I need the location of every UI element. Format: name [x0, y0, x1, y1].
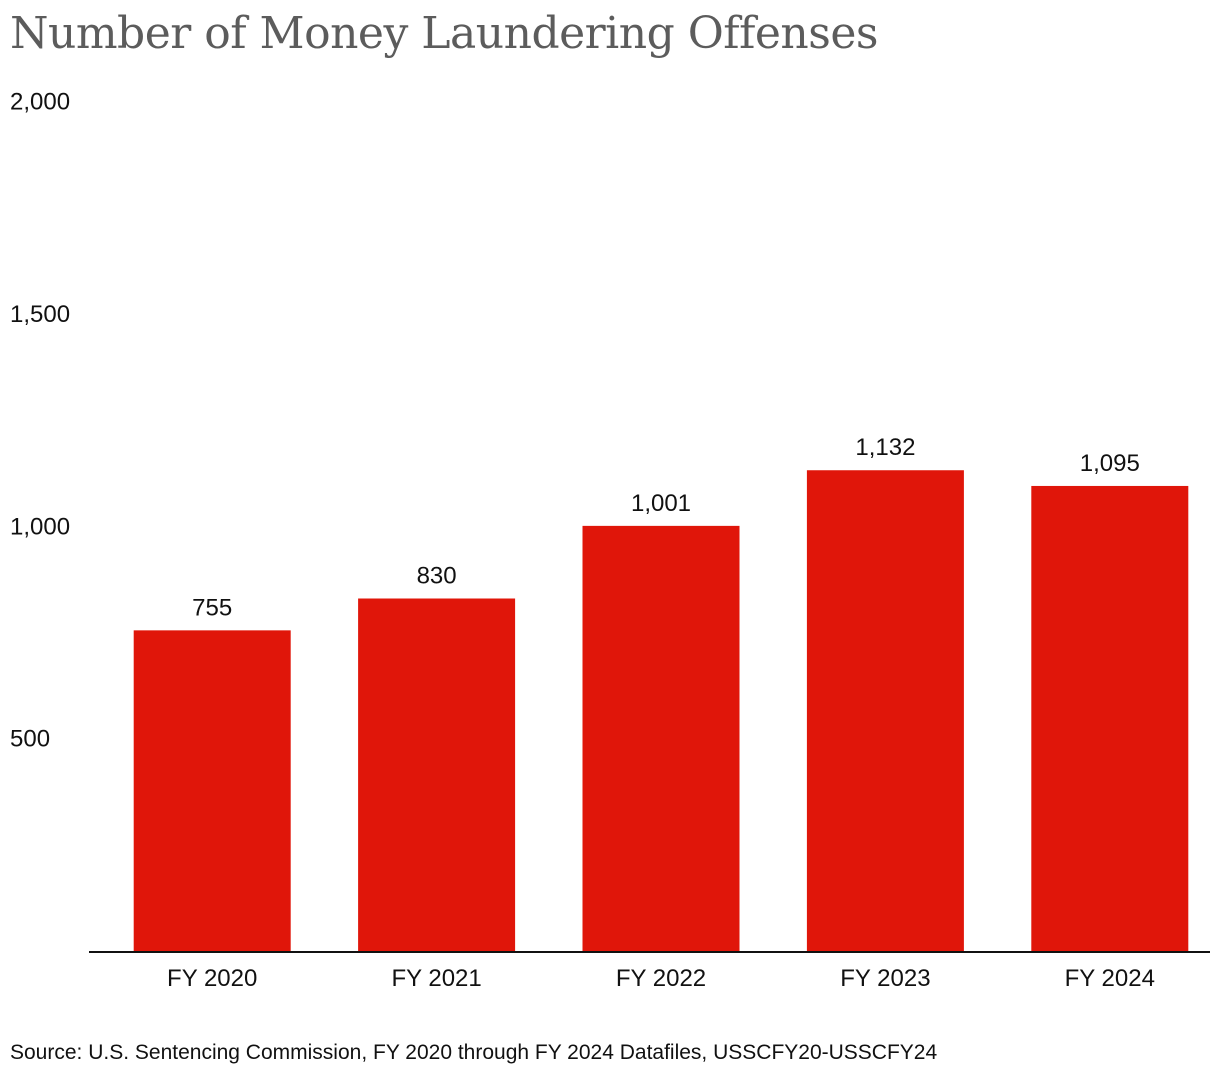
x-tick-label: FY 2021 [391, 965, 481, 992]
data-label: 830 [417, 562, 457, 589]
source-note: Source: U.S. Sentencing Commission, FY 2… [10, 1041, 938, 1064]
y-tick-label: 1,000 [10, 513, 70, 540]
bars [133, 470, 1189, 951]
x-tick-label: FY 2024 [1065, 965, 1155, 992]
bar-fy-2021 [358, 598, 516, 951]
chart-title: Number of Money Laundering Offenses [10, 8, 878, 59]
data-label: 1,001 [631, 490, 691, 517]
data-label: 755 [192, 594, 232, 621]
bar-fy-2023 [806, 470, 964, 951]
y-tick-label: 500 [10, 726, 50, 753]
bar-fy-2020 [133, 630, 291, 951]
x-axis: FY 2020 FY 2021 FY 2022 FY 2023 FY 2024 [167, 965, 1155, 992]
y-tick-label: 2,000 [10, 89, 70, 116]
data-label: 1,095 [1080, 450, 1140, 477]
y-axis: 500 1,000 1,500 2,000 [10, 89, 70, 753]
x-tick-label: FY 2022 [616, 965, 706, 992]
y-tick-label: 1,500 [10, 301, 70, 328]
x-tick-label: FY 2020 [167, 965, 257, 992]
data-labels: 755 830 1,001 1,132 1,095 [192, 434, 1140, 621]
bar-fy-2024 [1031, 485, 1189, 951]
data-label: 1,132 [855, 434, 915, 461]
bar-fy-2022 [582, 525, 740, 951]
x-tick-label: FY 2023 [840, 965, 930, 992]
